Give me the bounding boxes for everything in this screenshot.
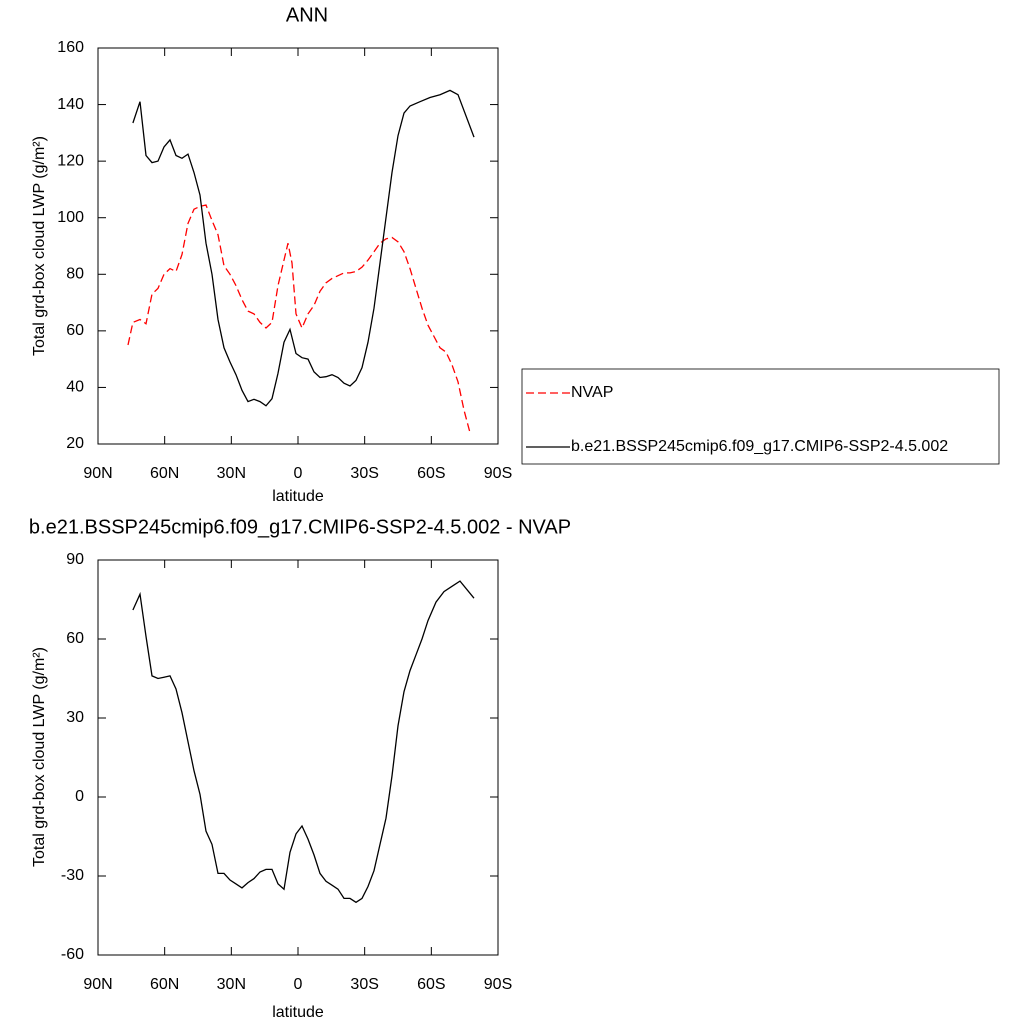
y-tick-label: 80 — [66, 266, 84, 283]
y-tick-label: 40 — [66, 379, 84, 396]
y-axis-label: Total grd-box cloud LWP (g/m²) — [31, 647, 48, 867]
x-tick-label: 30N — [217, 976, 246, 993]
y-tick-label: 100 — [57, 209, 84, 226]
legend-label: b.e21.BSSP245cmip6.f09_g17.CMIP6-SSP2-4.… — [571, 438, 948, 455]
x-tick-label: 30S — [350, 976, 378, 993]
y-tick-label: 60 — [66, 630, 84, 647]
x-tick-label: 30N — [217, 465, 246, 482]
y-tick-label: 140 — [57, 96, 84, 113]
y-tick-label: 0 — [75, 788, 84, 805]
data-line — [132, 89, 475, 407]
data-line — [127, 204, 471, 433]
y-tick-label: 20 — [66, 435, 84, 452]
y-tick-label: 30 — [66, 709, 84, 726]
x-tick-label: 60S — [417, 976, 445, 993]
y-tick-label: 160 — [57, 39, 84, 56]
plot-frame — [97, 47, 499, 445]
x-tick-label: 60N — [150, 976, 179, 993]
data-line — [132, 580, 475, 904]
x-tick-label: 60S — [417, 465, 445, 482]
chart-title: b.e21.BSSP245cmip6.f09_g17.CMIP6-SSP2-4.… — [29, 516, 571, 538]
x-tick-label: 90N — [83, 976, 112, 993]
plot-frame — [97, 559, 499, 956]
x-axis-label: latitude — [272, 1004, 324, 1021]
y-tick-label: 90 — [66, 551, 84, 568]
legend-box — [521, 368, 1000, 465]
x-tick-label: 90S — [484, 465, 512, 482]
y-tick-label: -30 — [61, 867, 84, 884]
x-tick-label: 90N — [83, 465, 112, 482]
legend-label: NVAP — [571, 384, 613, 401]
y-tick-label: 60 — [66, 322, 84, 339]
x-tick-label: 0 — [294, 976, 303, 993]
x-axis-label: latitude — [272, 488, 324, 505]
x-tick-label: 60N — [150, 465, 179, 482]
chart-title: ANN — [286, 4, 328, 26]
x-tick-label: 30S — [350, 465, 378, 482]
y-axis-label: Total grd-box cloud LWP (g/m²) — [31, 136, 48, 356]
x-tick-label: 0 — [294, 465, 303, 482]
y-tick-label: -60 — [61, 946, 84, 963]
y-tick-label: 120 — [57, 152, 84, 169]
x-tick-label: 90S — [484, 976, 512, 993]
